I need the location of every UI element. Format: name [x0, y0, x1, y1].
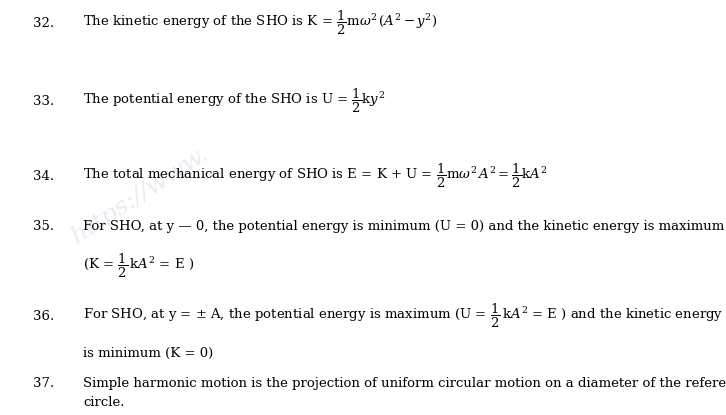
Text: For SHO, at y = ± A, the potential energy is maximum (U = $\dfrac{1}{2}\,\mathrm: For SHO, at y = ± A, the potential energ… [83, 303, 724, 330]
Text: https://www.: https://www. [67, 142, 213, 248]
Text: 32.: 32. [33, 17, 54, 30]
Text: The kinetic energy of the SHO is K = $\dfrac{1}{2}\mathrm{m}\omega^2\,(A^2 - y^2: The kinetic energy of the SHO is K = $\d… [83, 10, 438, 37]
Text: The total mechanical energy of SHO is E = K + U = $\dfrac{1}{2}\mathrm{m}\omega^: The total mechanical energy of SHO is E … [83, 162, 548, 190]
Text: The potential energy of the SHO is U = $\dfrac{1}{2}\mathrm{k}y^2$: The potential energy of the SHO is U = $… [83, 87, 386, 115]
Text: (K = $\dfrac{1}{2}\,\mathrm{k}A^2$ = E ): (K = $\dfrac{1}{2}\,\mathrm{k}A^2$ = E ) [83, 252, 195, 281]
Text: 36.: 36. [33, 310, 54, 323]
Text: 33.: 33. [33, 95, 54, 108]
Text: For SHO, at y — 0, the potential energy is minimum (U = 0) and the kinetic energ: For SHO, at y — 0, the potential energy … [83, 220, 725, 233]
Text: 35.: 35. [33, 220, 54, 233]
Text: is minimum (K = 0): is minimum (K = 0) [83, 347, 213, 360]
Text: circle.: circle. [83, 396, 125, 409]
Text: 34.: 34. [33, 170, 54, 183]
Text: 37.: 37. [33, 377, 54, 390]
Text: Simple harmonic motion is the projection of uniform circular motion on a diamete: Simple harmonic motion is the projection… [83, 377, 726, 390]
